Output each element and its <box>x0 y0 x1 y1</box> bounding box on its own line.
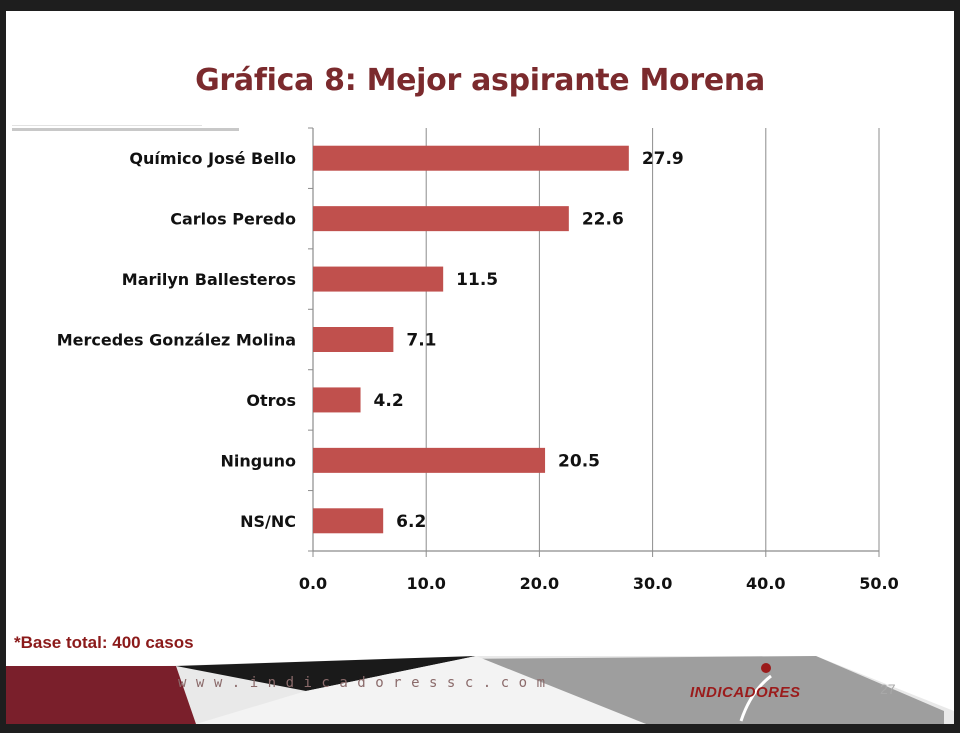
category-label: Mercedes González Molina <box>57 331 296 350</box>
value-label: 27.9 <box>642 149 684 169</box>
bar <box>313 387 361 413</box>
company-logo: INDICADORES <box>690 684 801 701</box>
category-label: Ninguno <box>221 451 297 470</box>
footer-dark-shape <box>6 666 196 724</box>
x-tick-label: 30.0 <box>633 574 672 593</box>
x-tick-label: 40.0 <box>746 574 785 593</box>
bar <box>313 145 629 171</box>
x-tick-label: 50.0 <box>859 574 898 593</box>
title-underline <box>12 128 239 131</box>
page-number: 27 <box>880 681 896 697</box>
value-label: 4.2 <box>374 391 404 411</box>
x-tick-label: 20.0 <box>520 574 559 593</box>
x-tick-label: 10.0 <box>406 574 445 593</box>
category-label: Otros <box>246 391 296 410</box>
category-label: Marilyn Ballesteros <box>122 270 296 289</box>
bar <box>313 508 384 534</box>
logo-swoosh <box>739 674 772 722</box>
title-underline-light <box>12 125 202 126</box>
bar <box>313 266 444 292</box>
base-footnote: *Base total: 400 casos <box>14 633 194 652</box>
bar <box>313 327 394 352</box>
footer-black-wedge <box>176 656 476 691</box>
bar <box>313 206 569 232</box>
category-label: Carlos Peredo <box>170 210 296 229</box>
value-label: 6.2 <box>396 512 426 532</box>
footer-band <box>6 656 954 724</box>
x-tick-label: 0.0 <box>299 574 327 593</box>
value-label: 22.6 <box>582 210 624 230</box>
category-label: Químico José Bello <box>129 149 296 168</box>
bar-chart: 0.0 10.0 20.0 30.0 40.0 50.0 Químico José Bell… <box>57 127 899 593</box>
footer-white-wedge <box>196 656 646 724</box>
slide: Gráfica 8: Mejor aspirante Morena 0.0 10.… <box>6 11 954 724</box>
value-label: 11.5 <box>456 270 498 290</box>
logo-dot <box>761 663 771 673</box>
footer-gray-shape <box>446 656 944 724</box>
website-url: www.indicadoressc.com <box>178 675 555 691</box>
value-label: 7.1 <box>406 331 436 351</box>
chart-title: Gráfica 8: Mejor aspirante Morena <box>195 63 765 98</box>
value-label: 20.5 <box>558 451 600 471</box>
category-label: NS/NC <box>240 512 296 531</box>
bar <box>313 447 546 473</box>
